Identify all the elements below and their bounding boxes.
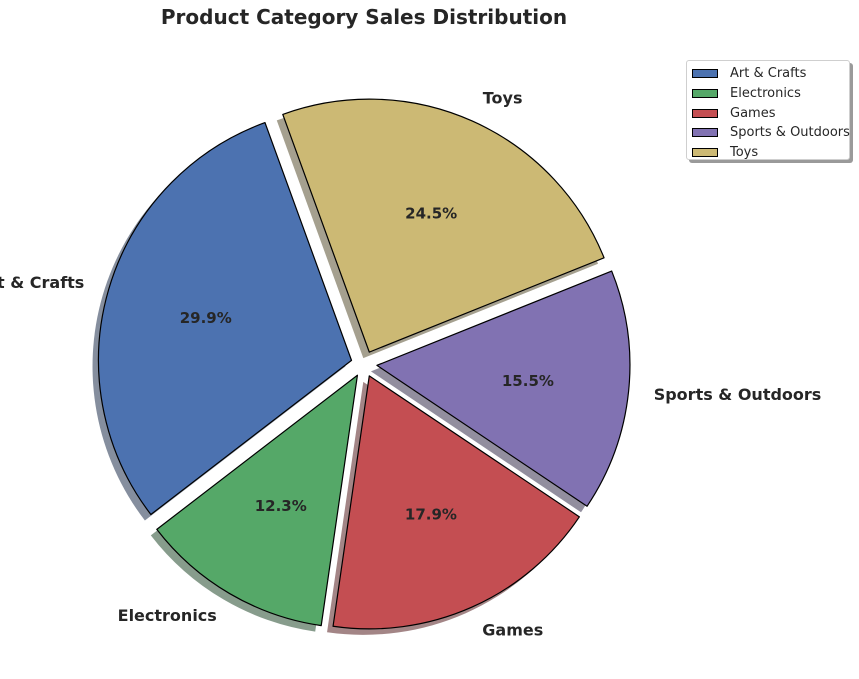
value-label-toys: 24.5% [405,205,457,223]
slice-games [332,375,580,630]
legend-item-toys: Toys [692,143,849,163]
legend-item-electronics: Electronics [692,84,849,104]
legend: Art & Crafts Electronics Games Sports & Out… [686,60,850,160]
legend-swatch [692,89,718,99]
slices [97,98,631,630]
legend-swatch [692,69,718,79]
legend-item-art-crafts: Art & Crafts [692,64,849,84]
category-label-games: Games [482,621,543,640]
legend-label: Games [730,105,776,121]
legend-swatch [692,148,718,158]
category-label-toys: Toys [483,89,523,108]
category-label-art-crafts: Art & Crafts [0,273,84,292]
slice-sports-outdoors [376,270,631,507]
value-label-art-crafts: 29.9% [180,309,232,327]
legend-swatch [692,108,718,118]
legend-item-sports-outdoors: Sports & Outdoors [692,123,850,143]
legend-label: Toys [730,145,759,161]
chart-title: Product Category Sales Distribution [160,5,568,29]
legend-item-games: Games [692,103,849,123]
legend-label: Sports & Outdoors [730,125,850,141]
value-label-electronics: 12.3% [255,497,307,515]
category-label-electronics: Electronics [118,606,217,625]
category-label-sports-outdoors: Sports & Outdoors [654,385,822,404]
slice-art-crafts [97,122,353,516]
slice-labels: 29.9% Art & Crafts 12.3% Electronics 17.9% Ga… [0,89,821,640]
legend-label: Art & Crafts [730,66,807,82]
value-label-games: 17.9% [405,506,457,524]
slice-electronics [156,374,359,627]
value-label-sports-outdoors: 15.5% [502,372,554,390]
slice-toys [282,98,605,353]
legend-label: Electronics [730,86,801,102]
legend-swatch [692,128,718,138]
